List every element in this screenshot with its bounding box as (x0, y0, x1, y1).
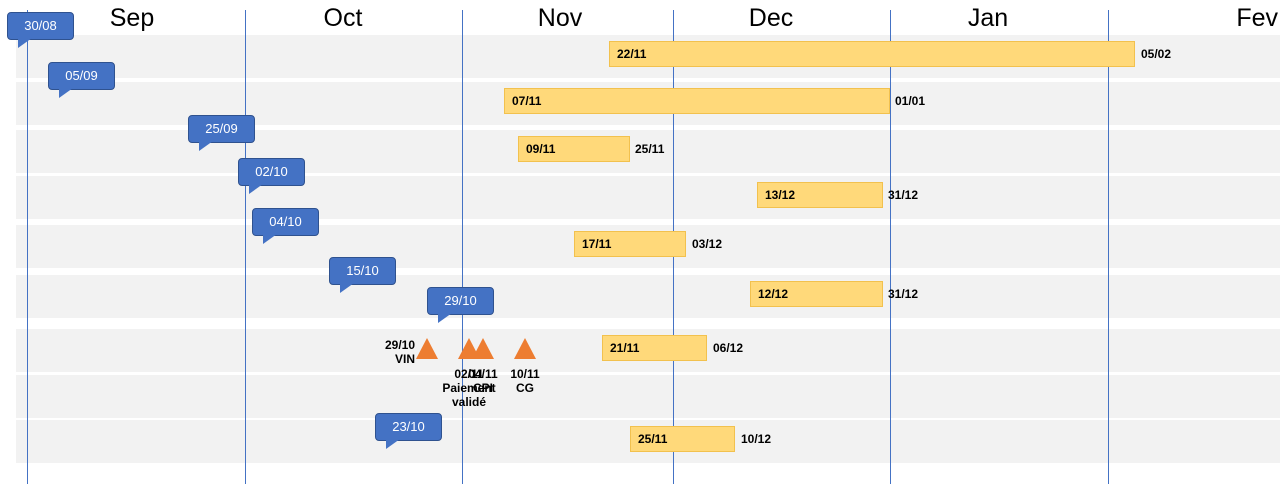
milestone-triangle (472, 338, 494, 359)
task-bar: 21/11 (602, 335, 707, 361)
bar-end-label: 01/01 (895, 94, 926, 108)
bar-end-label: 31/12 (888, 188, 919, 202)
task-bar: 22/11 (609, 41, 1135, 67)
task-bar: 25/11 (630, 426, 735, 452)
month-gridline (245, 10, 246, 484)
date-callout: 29/10 (427, 287, 494, 323)
month-label: Fev (1236, 4, 1278, 32)
row-band (16, 175, 1280, 219)
task-bar: 13/12 (757, 182, 883, 208)
task-bar: 17/11 (574, 231, 686, 257)
bar-end-label: 25/11 (635, 142, 665, 156)
milestone-triangle (416, 338, 438, 359)
month-label: Nov (537, 4, 583, 32)
milestone-label: 29/10 VIN (384, 338, 415, 366)
row-band (16, 274, 1280, 318)
row-band (16, 374, 1280, 418)
task-bar: 09/11 (518, 136, 630, 162)
month-label: Jan (967, 4, 1009, 32)
month-gridline (890, 10, 891, 484)
bar-end-label: 03/12 (692, 237, 723, 251)
date-callout: 15/10 (329, 257, 396, 293)
date-callout: 23/10 (375, 413, 442, 449)
bar-end-label: 05/02 (1141, 47, 1172, 61)
bar-end-label: 06/12 (713, 341, 744, 355)
milestone-label: 10/11 CG (510, 367, 540, 395)
month-label: Sep (109, 4, 155, 32)
date-callout: 30/08 (7, 12, 74, 48)
date-callout: 02/10 (238, 158, 305, 194)
task-bar: 07/11 (504, 88, 890, 114)
milestone-label: 04/11 CPI (468, 367, 498, 395)
date-callout: 04/10 (252, 208, 319, 244)
bar-end-label: 31/12 (888, 287, 919, 301)
month-label: Oct (323, 4, 363, 32)
milestone-triangle (514, 338, 536, 359)
bar-end-label: 10/12 (741, 432, 772, 446)
month-gridline (462, 10, 463, 484)
task-bar: 12/12 (750, 281, 883, 307)
date-callout: 25/09 (188, 115, 255, 151)
date-callout: 05/09 (48, 62, 115, 98)
milestone-label: 02/11 Paiement validé (442, 367, 496, 409)
month-gridline (1108, 10, 1109, 484)
month-label: Dec (748, 4, 794, 32)
month-gridline (27, 10, 28, 484)
